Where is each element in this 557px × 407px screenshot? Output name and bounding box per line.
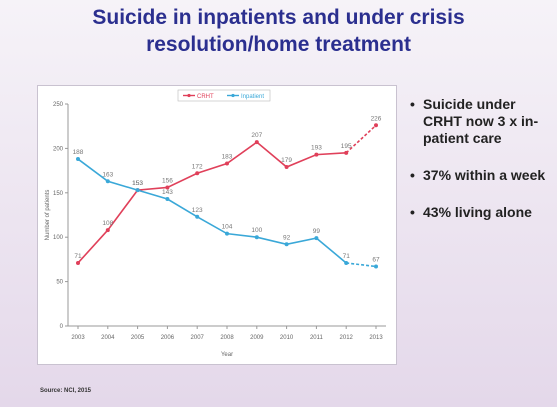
- data-point: [105, 228, 110, 233]
- data-point: [374, 264, 378, 269]
- y-tick-label: 100: [53, 235, 64, 241]
- data-label: 99: [313, 228, 321, 235]
- data-point: [76, 157, 80, 162]
- data-label: 195: [341, 143, 352, 150]
- data-point: [254, 140, 259, 145]
- bullet-item: • 43% living alone: [407, 204, 555, 221]
- bullet-list: • Suicide under CRHT now 3 x in-patient …: [407, 96, 555, 221]
- title-line-2: resolution/home treatment: [146, 33, 411, 56]
- x-tick-label: 2013: [369, 335, 383, 341]
- data-point: [135, 188, 140, 193]
- x-tick-label: 2003: [71, 335, 85, 341]
- legend-marker: [231, 93, 235, 98]
- data-point: [225, 231, 229, 236]
- data-label: 123: [192, 207, 203, 214]
- data-point: [195, 214, 200, 219]
- data-label: 156: [162, 177, 173, 184]
- data-point: [225, 161, 229, 166]
- data-label: 179: [281, 157, 292, 164]
- x-tick-label: 2009: [250, 335, 264, 341]
- slide-title: Suicide in inpatients and under crisis r…: [0, 4, 557, 58]
- data-point: [254, 235, 259, 240]
- data-point: [195, 171, 200, 176]
- data-point: [284, 242, 289, 247]
- y-tick-label: 50: [56, 280, 63, 286]
- data-label: 172: [192, 163, 203, 170]
- line-chart: 0 50 100 150 200 250 2003 2004 2005 2006 2007 2008 2…: [45, 89, 386, 358]
- data-label: 226: [371, 115, 382, 122]
- bullet-dot-icon: •: [410, 167, 415, 183]
- bullet-dot-icon: •: [410, 96, 415, 112]
- y-tick-label: 250: [53, 102, 64, 108]
- data-label: 183: [222, 153, 233, 160]
- bullet-text: 37% within a week: [423, 167, 546, 183]
- series-projection-inpatient: [346, 262, 377, 268]
- data-label: 153: [132, 180, 143, 187]
- bullet-text: Suicide under CRHT now 3 x in-patient ca…: [423, 96, 539, 146]
- x-tick-label: 2010: [280, 335, 294, 341]
- x-tick-label: 2008: [220, 335, 234, 341]
- source-note: Source: NCI, 2015: [40, 388, 92, 394]
- legend-box: [177, 89, 271, 102]
- data-label: 188: [73, 149, 84, 156]
- x-tick-label: 2005: [131, 335, 145, 341]
- data-point: [374, 123, 378, 128]
- series-line-crht: [77, 141, 347, 264]
- data-label: 163: [102, 171, 113, 178]
- title-line-1: Suicide in inpatients and under crisis: [92, 6, 465, 29]
- data-label: 71: [343, 253, 351, 260]
- data-point: [344, 150, 349, 155]
- data-label: 143: [162, 189, 173, 196]
- x-tick-label: 2006: [161, 335, 175, 341]
- data-label: 104: [222, 224, 233, 231]
- legend-label: Inpatient: [241, 94, 264, 100]
- bullet-item: • Suicide under CRHT now 3 x in-patient …: [407, 96, 555, 147]
- data-point: [105, 179, 110, 184]
- data-point: [165, 197, 170, 202]
- data-label: 71: [74, 253, 82, 260]
- data-label: 153: [132, 180, 143, 187]
- data-point: [165, 185, 170, 190]
- data-point: [76, 260, 80, 265]
- x-tick-label: 2007: [191, 335, 205, 341]
- x-axis-title: Year: [221, 352, 233, 358]
- data-point: [284, 165, 289, 170]
- x-tick-label: 2004: [101, 335, 115, 341]
- data-label: 67: [372, 257, 380, 264]
- data-label: 100: [251, 227, 262, 234]
- data-label: 193: [311, 145, 322, 152]
- data-label: 92: [283, 234, 291, 241]
- data-point: [344, 260, 349, 265]
- legend-marker: [187, 93, 191, 98]
- y-tick-label: 0: [60, 324, 64, 330]
- y-axis-title: Number of patients: [45, 190, 51, 241]
- series-projection-crht: [345, 124, 377, 154]
- legend-label: CRHT: [197, 94, 214, 100]
- y-tick-label: 200: [53, 146, 64, 152]
- y-tick-label: 150: [53, 191, 64, 197]
- x-tick-label: 2011: [310, 335, 324, 341]
- bullet-dot-icon: •: [410, 204, 415, 220]
- data-label: 207: [251, 132, 262, 139]
- bullet-text: 43% living alone: [423, 204, 532, 220]
- bullet-item: • 37% within a week: [407, 167, 555, 184]
- data-point: [314, 236, 319, 241]
- data-label: 108: [102, 220, 113, 227]
- series-line-inpatient: [77, 158, 347, 264]
- chart-panel: 0 50 100 150 200 250 2003 2004 2005 2006 2007 2008 2…: [37, 85, 397, 365]
- x-tick-label: 2012: [340, 335, 354, 341]
- data-point: [314, 152, 319, 157]
